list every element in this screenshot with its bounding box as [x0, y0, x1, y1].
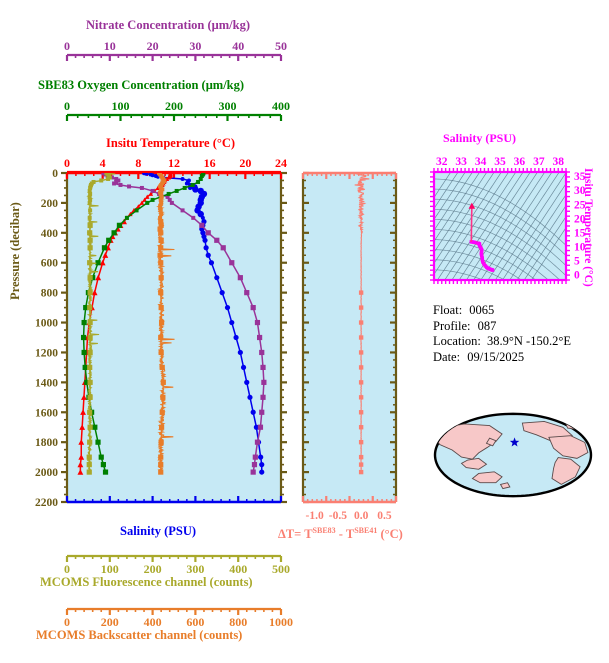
svg-text:100: 100 [112, 99, 130, 113]
svg-text:0: 0 [64, 39, 70, 53]
delta-t-label-head: ΔT= T [278, 527, 313, 542]
location-value: 38.9°N -150.2°E [487, 334, 571, 348]
svg-text:0: 0 [64, 562, 70, 576]
delta-t-label-mid: - T [335, 527, 355, 542]
svg-text:25: 25 [574, 199, 586, 211]
svg-text:0.5: 0.5 [377, 510, 392, 522]
temperature-axis-title: Insitu Temperature (°C) [106, 136, 236, 150]
location-row: Location: 38.9°N -150.2°E [433, 334, 571, 350]
profile-value: 087 [477, 318, 497, 333]
fluorescence-axis-svg: 0 100 200 300 400 500 [64, 554, 290, 576]
svg-text:38: 38 [552, 156, 564, 168]
svg-text:34: 34 [475, 156, 487, 168]
svg-text:30: 30 [574, 185, 586, 197]
svg-text:1400: 1400 [35, 377, 58, 389]
svg-text:200: 200 [165, 99, 183, 113]
nitrate-axis-svg: 0 10 20 30 40 50 [64, 39, 287, 61]
svg-text:2000: 2000 [35, 467, 58, 479]
profile-label: Profile: [433, 318, 471, 333]
date-label: Date: [433, 349, 461, 364]
metadata-block: Float: 0065 Profile: 087 Location: 38.9°… [433, 303, 571, 365]
svg-text:0: 0 [64, 615, 70, 629]
delta-t-sup-sbe41: SBE41 [354, 526, 378, 535]
svg-text:32: 32 [436, 156, 448, 168]
svg-text:400: 400 [144, 615, 162, 629]
svg-text:200: 200 [144, 562, 162, 576]
backscatter-axis-svg: 0 200 400 600 800 1000 [64, 607, 293, 629]
delta-t-sup-sbe83: SBE83 [312, 526, 336, 535]
oxygen-axis-svg: 0 100 200 300 400 [64, 99, 290, 121]
svg-text:5: 5 [574, 255, 580, 267]
svg-text:40: 40 [232, 39, 244, 53]
svg-text:400: 400 [272, 99, 290, 113]
svg-text:20: 20 [147, 39, 159, 53]
svg-text:30: 30 [189, 39, 201, 53]
profile-row: Profile: 087 [433, 319, 571, 335]
location-label: Location: [433, 334, 481, 348]
svg-text:20: 20 [574, 213, 586, 225]
svg-text:0: 0 [574, 269, 580, 281]
salinity-axis-title: Salinity (PSU) [120, 524, 197, 538]
delta-t-label-tail: (°C) [377, 527, 403, 542]
svg-text:800: 800 [229, 615, 247, 629]
svg-text:-1.0: -1.0 [306, 510, 324, 522]
nitrate-axis-title: Nitrate Concentration (μm/kg) [86, 18, 250, 32]
svg-text:10: 10 [574, 241, 586, 253]
backscatter-axis-title: MCOMS Backscatter channel (counts) [36, 628, 243, 642]
svg-text:600: 600 [41, 258, 59, 270]
svg-text:500: 500 [272, 562, 290, 576]
svg-text:300: 300 [219, 99, 237, 113]
svg-text:15: 15 [574, 227, 586, 239]
svg-text:0: 0 [64, 99, 70, 113]
svg-text:8: 8 [135, 156, 141, 170]
svg-text:24: 24 [275, 156, 287, 170]
svg-text:1000: 1000 [35, 318, 58, 330]
date-row: Date: 09/15/2025 [433, 350, 571, 366]
svg-text:4: 4 [100, 156, 106, 170]
svg-text:-0.5: -0.5 [329, 510, 347, 522]
svg-text:37: 37 [533, 156, 545, 168]
svg-text:800: 800 [41, 288, 59, 300]
svg-text:35: 35 [574, 171, 586, 183]
svg-text:2200: 2200 [35, 497, 58, 509]
svg-text:200: 200 [41, 198, 59, 210]
svg-text:100: 100 [101, 562, 119, 576]
svg-text:0.0: 0.0 [354, 510, 369, 522]
main-profile-svg: 0 200 400 600 800 1000 1200 1400 1600 1800 2000 220… [35, 168, 287, 509]
svg-text:16: 16 [204, 156, 216, 170]
svg-text:400: 400 [229, 562, 247, 576]
svg-text:1000: 1000 [269, 615, 293, 629]
svg-text:36: 36 [514, 156, 526, 168]
float-label: Float: [433, 303, 463, 317]
svg-text:33: 33 [455, 156, 467, 168]
delta-t-axis-title: ΔT= TSBE83 - TSBE41 (°C) [278, 526, 403, 542]
svg-text:35: 35 [494, 156, 506, 168]
float-row: Float: 0065 [433, 303, 571, 319]
svg-text:0: 0 [64, 156, 70, 170]
fluorescence-axis-title: MCOMS Fluorescence channel (counts) [40, 575, 253, 589]
svg-text:1200: 1200 [35, 347, 58, 359]
svg-text:200: 200 [101, 615, 119, 629]
svg-text:50: 50 [275, 39, 287, 53]
svg-text:0: 0 [52, 168, 58, 180]
date-value: 09/15/2025 [467, 349, 525, 364]
svg-text:1800: 1800 [35, 437, 58, 449]
svg-text:600: 600 [186, 615, 204, 629]
svg-text:1600: 1600 [35, 407, 58, 419]
svg-text:20: 20 [239, 156, 251, 170]
svg-text:10: 10 [104, 39, 116, 53]
float-value: 0065 [469, 303, 495, 317]
ts-diagram-svg: 32 33 34 35 36 37 38 35 30 25 20 15 10 5 0 [430, 156, 586, 284]
oxygen-axis-title: SBE83 Oxygen Concentration (μm/kg) [38, 78, 245, 92]
ts-salinity-title: Salinity (PSU) [443, 131, 517, 145]
svg-text:300: 300 [186, 562, 204, 576]
delta-t-svg: -1.0 -0.5 0.0 0.5 [301, 171, 398, 522]
svg-text:400: 400 [41, 228, 59, 240]
svg-text:12: 12 [168, 156, 180, 170]
